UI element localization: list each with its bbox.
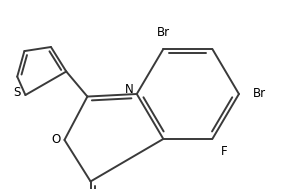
Text: O: O <box>52 133 61 146</box>
Text: Br: Br <box>157 26 170 39</box>
Text: F: F <box>221 145 228 158</box>
Text: S: S <box>14 87 21 99</box>
Text: N: N <box>125 83 134 96</box>
Text: Br: Br <box>253 88 266 101</box>
